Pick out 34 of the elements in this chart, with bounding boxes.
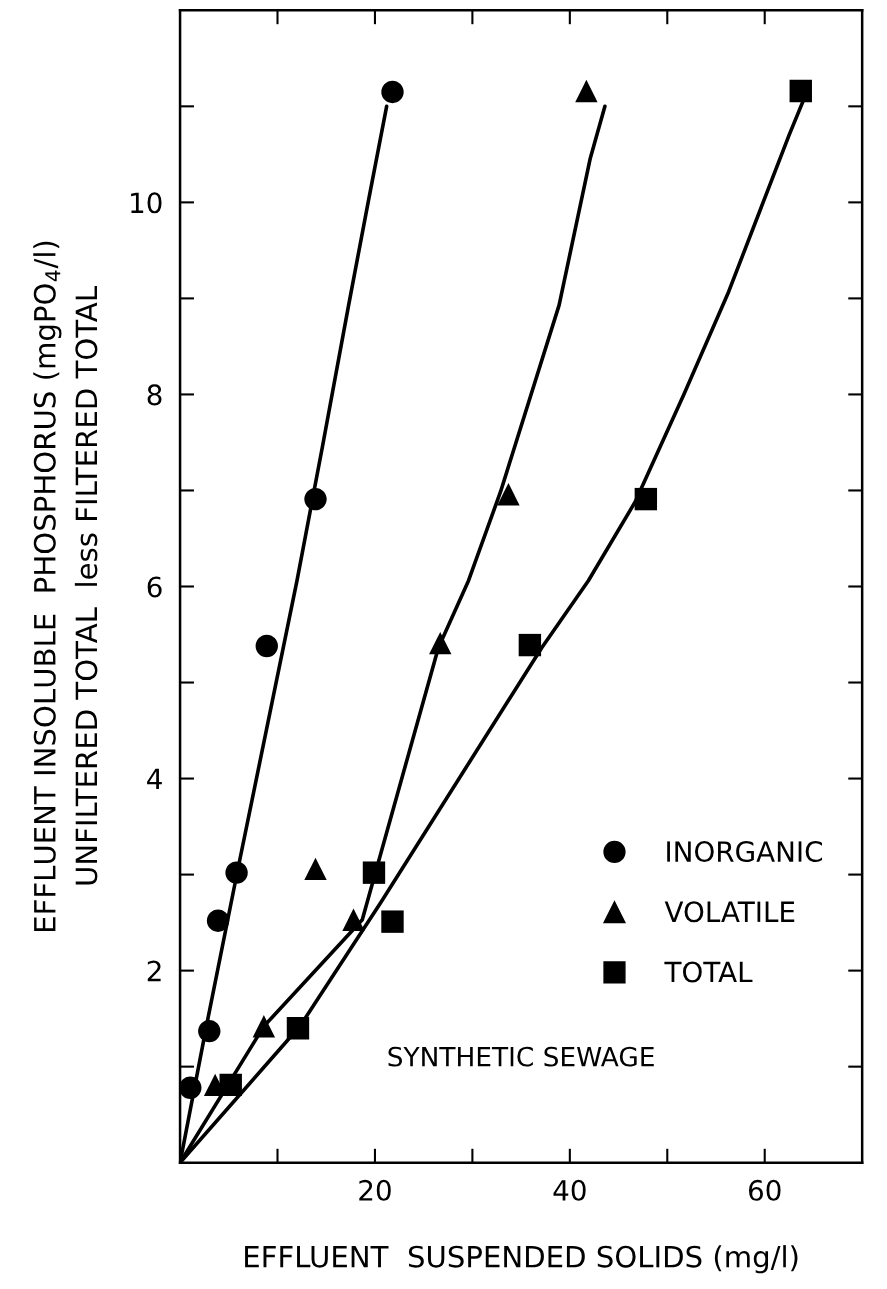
point bbox=[198, 1019, 221, 1043]
point bbox=[634, 487, 658, 511]
point bbox=[381, 910, 404, 933]
point bbox=[286, 1017, 310, 1040]
point bbox=[225, 861, 248, 884]
legend-label: TOTAL bbox=[664, 961, 753, 983]
point bbox=[429, 631, 452, 655]
y-tick-label: 4 bbox=[147, 768, 162, 790]
point bbox=[518, 633, 542, 657]
y-tick-label: 2 bbox=[147, 960, 161, 982]
legend-label: VOLATILE bbox=[664, 901, 795, 923]
y-tick-label: 6 bbox=[147, 576, 162, 598]
point bbox=[575, 79, 598, 103]
point bbox=[381, 80, 404, 104]
point bbox=[304, 857, 327, 881]
x-tick-label: 40 bbox=[553, 1179, 586, 1201]
legend-label: INORGANIC bbox=[667, 841, 823, 863]
point bbox=[497, 483, 520, 506]
point bbox=[362, 861, 386, 884]
point bbox=[180, 1076, 202, 1099]
x-tick-label: 20 bbox=[359, 1179, 391, 1201]
annotation: SYNTHETIC SEWAGE bbox=[388, 1046, 654, 1067]
x-tick-label: 60 bbox=[748, 1179, 781, 1201]
point bbox=[255, 634, 278, 658]
point bbox=[219, 1073, 242, 1097]
point bbox=[206, 909, 230, 932]
x-axis-title: EFFLUENT SUSPENDED SOLIDS (mg/l) bbox=[245, 1245, 798, 1274]
y-tick-label: 8 bbox=[147, 384, 162, 406]
y-axis-title: EFFLUENT INSOLUBLE PHOSPHORUS (mgPO$_{4}$/l) UNFILTERED TOTAL less FILTERED TOTAL bbox=[33, 241, 98, 932]
point bbox=[252, 1015, 276, 1038]
point bbox=[304, 487, 327, 511]
y-tick-label: 10 bbox=[131, 192, 162, 214]
point bbox=[342, 908, 365, 931]
point bbox=[789, 79, 812, 103]
